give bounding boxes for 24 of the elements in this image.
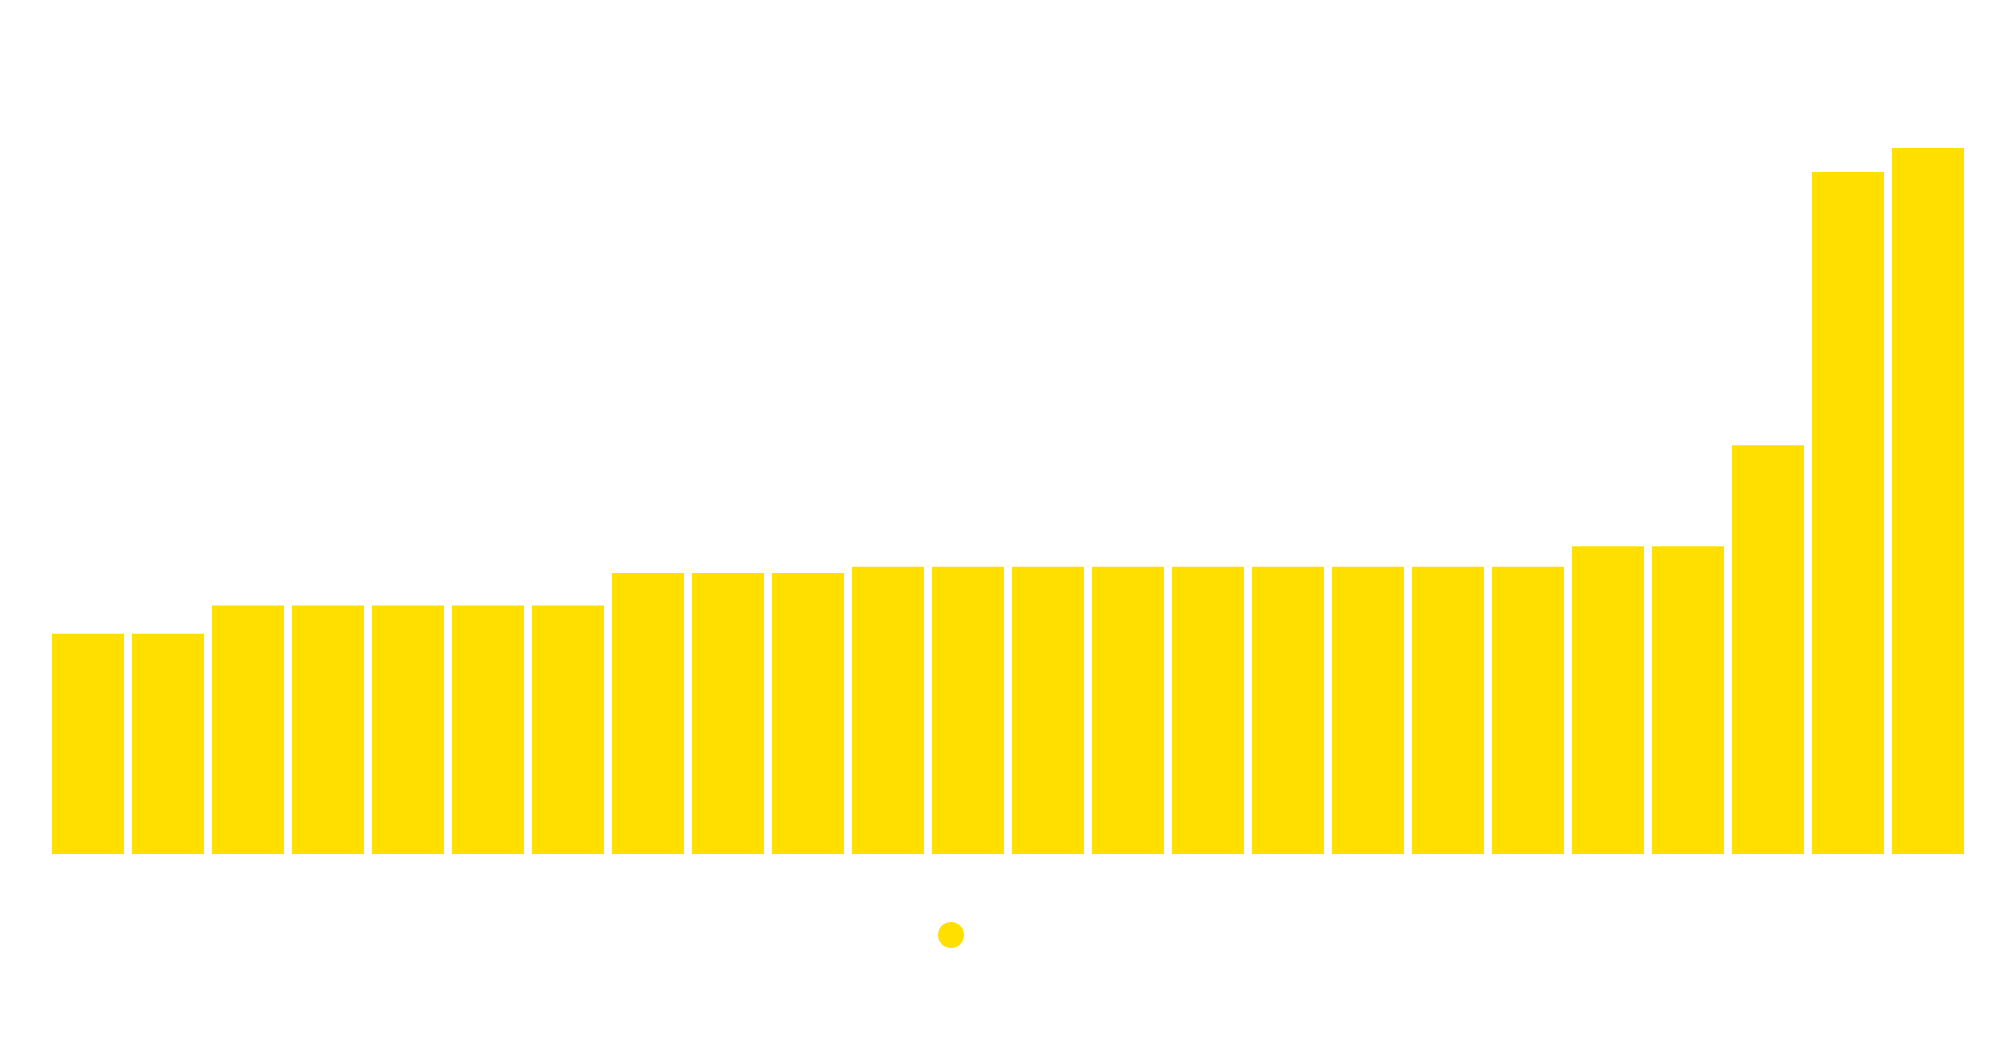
bar [52,633,124,854]
bar [1012,566,1084,854]
bar [532,605,604,854]
bar [1412,566,1484,854]
bar [372,605,444,854]
bar [1092,566,1164,854]
bar [1652,546,1724,854]
bar [1572,546,1644,854]
bar [1172,566,1244,854]
bar [292,605,364,854]
bar [612,573,684,854]
bar [1732,445,1804,854]
bar [932,566,1004,854]
bar [1492,566,1564,854]
bar [1812,172,1884,854]
bar [852,566,924,854]
bar [772,573,844,854]
bar [132,633,204,854]
bar [1252,566,1324,854]
bar [1332,566,1404,854]
bar [1892,148,1964,854]
bar [452,605,524,854]
bar [692,573,764,854]
bar [212,605,284,854]
